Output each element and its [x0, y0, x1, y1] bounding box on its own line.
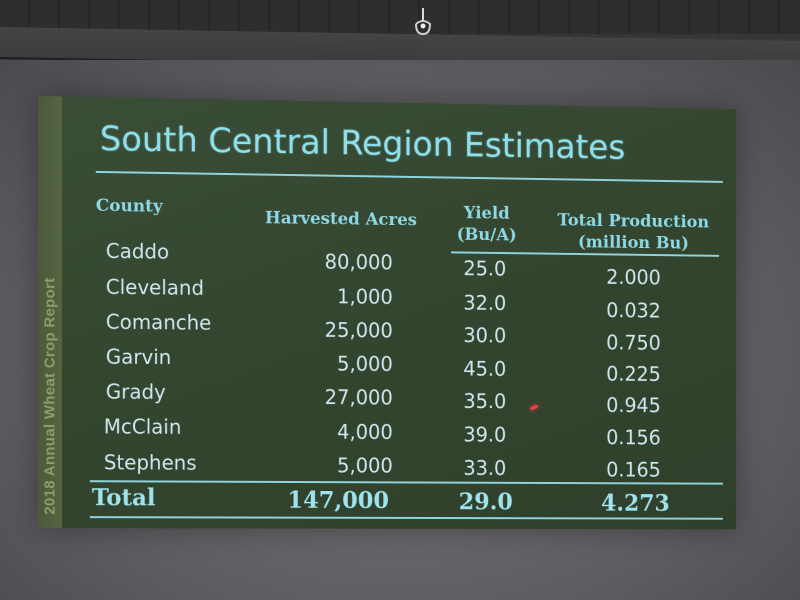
yield-cell: 35.0 [446, 389, 523, 413]
total-acres: 147,000 [287, 487, 389, 514]
county-cell: Garvin [106, 345, 171, 369]
yield-cell: 39.0 [446, 423, 523, 447]
acres-cell: 5,000 [285, 453, 392, 477]
side-band-label: 2018 Annual Wheat Crop Report [41, 277, 58, 514]
county-cell: McClain [104, 414, 182, 438]
production-cell: 2.000 [591, 265, 677, 289]
county-cell: Cleveland [106, 275, 204, 300]
production-cell: 0.156 [591, 425, 677, 449]
header-county: County [96, 195, 163, 218]
yield-cell: 45.0 [446, 357, 523, 381]
header-production-line1: Total Production [547, 210, 719, 234]
acres-cell: 80,000 [285, 249, 392, 274]
yield-cell: 30.0 [446, 323, 523, 347]
county-cell: Comanche [106, 310, 212, 335]
yield-cell: 32.0 [446, 291, 523, 315]
acres-cell: 27,000 [285, 385, 392, 409]
header-yield: Yield (Bu/A) [443, 202, 530, 246]
projected-slide: 2018 Annual Wheat Crop Report South Cent… [38, 96, 736, 529]
county-cell: Caddo [106, 239, 169, 264]
yield-cell: 33.0 [446, 456, 523, 480]
yield-cell: 25.0 [446, 256, 523, 281]
acres-cell: 25,000 [285, 318, 392, 343]
total-label: Total [92, 484, 156, 511]
total-production: 4.273 [601, 490, 670, 517]
title-rule [96, 171, 723, 183]
production-cell: 0.165 [591, 458, 677, 482]
header-yield-line1: Yield [443, 202, 530, 225]
acres-cell: 5,000 [285, 351, 392, 376]
header-yield-line2: (Bu/A) [443, 224, 530, 247]
production-cell: 0.945 [591, 393, 677, 417]
production-cell: 0.225 [591, 362, 677, 386]
total-bottom-rule [90, 516, 723, 520]
total-yield: 29.0 [459, 489, 513, 516]
county-cell: Grady [106, 380, 166, 404]
acres-cell: 1,000 [285, 284, 392, 309]
acres-cell: 4,000 [285, 420, 392, 444]
production-cell: 0.032 [591, 298, 677, 322]
ceiling-hook-icon [410, 8, 436, 38]
county-cell: Stephens [104, 450, 197, 474]
header-total-production: Total Production (million Bu) [547, 210, 719, 255]
slide-title: South Central Region Estimates [100, 119, 625, 168]
production-cell: 0.750 [591, 331, 677, 355]
header-production-line2: (million Bu) [547, 231, 719, 255]
header-harvested-acres: Harvested Acres [258, 207, 424, 231]
